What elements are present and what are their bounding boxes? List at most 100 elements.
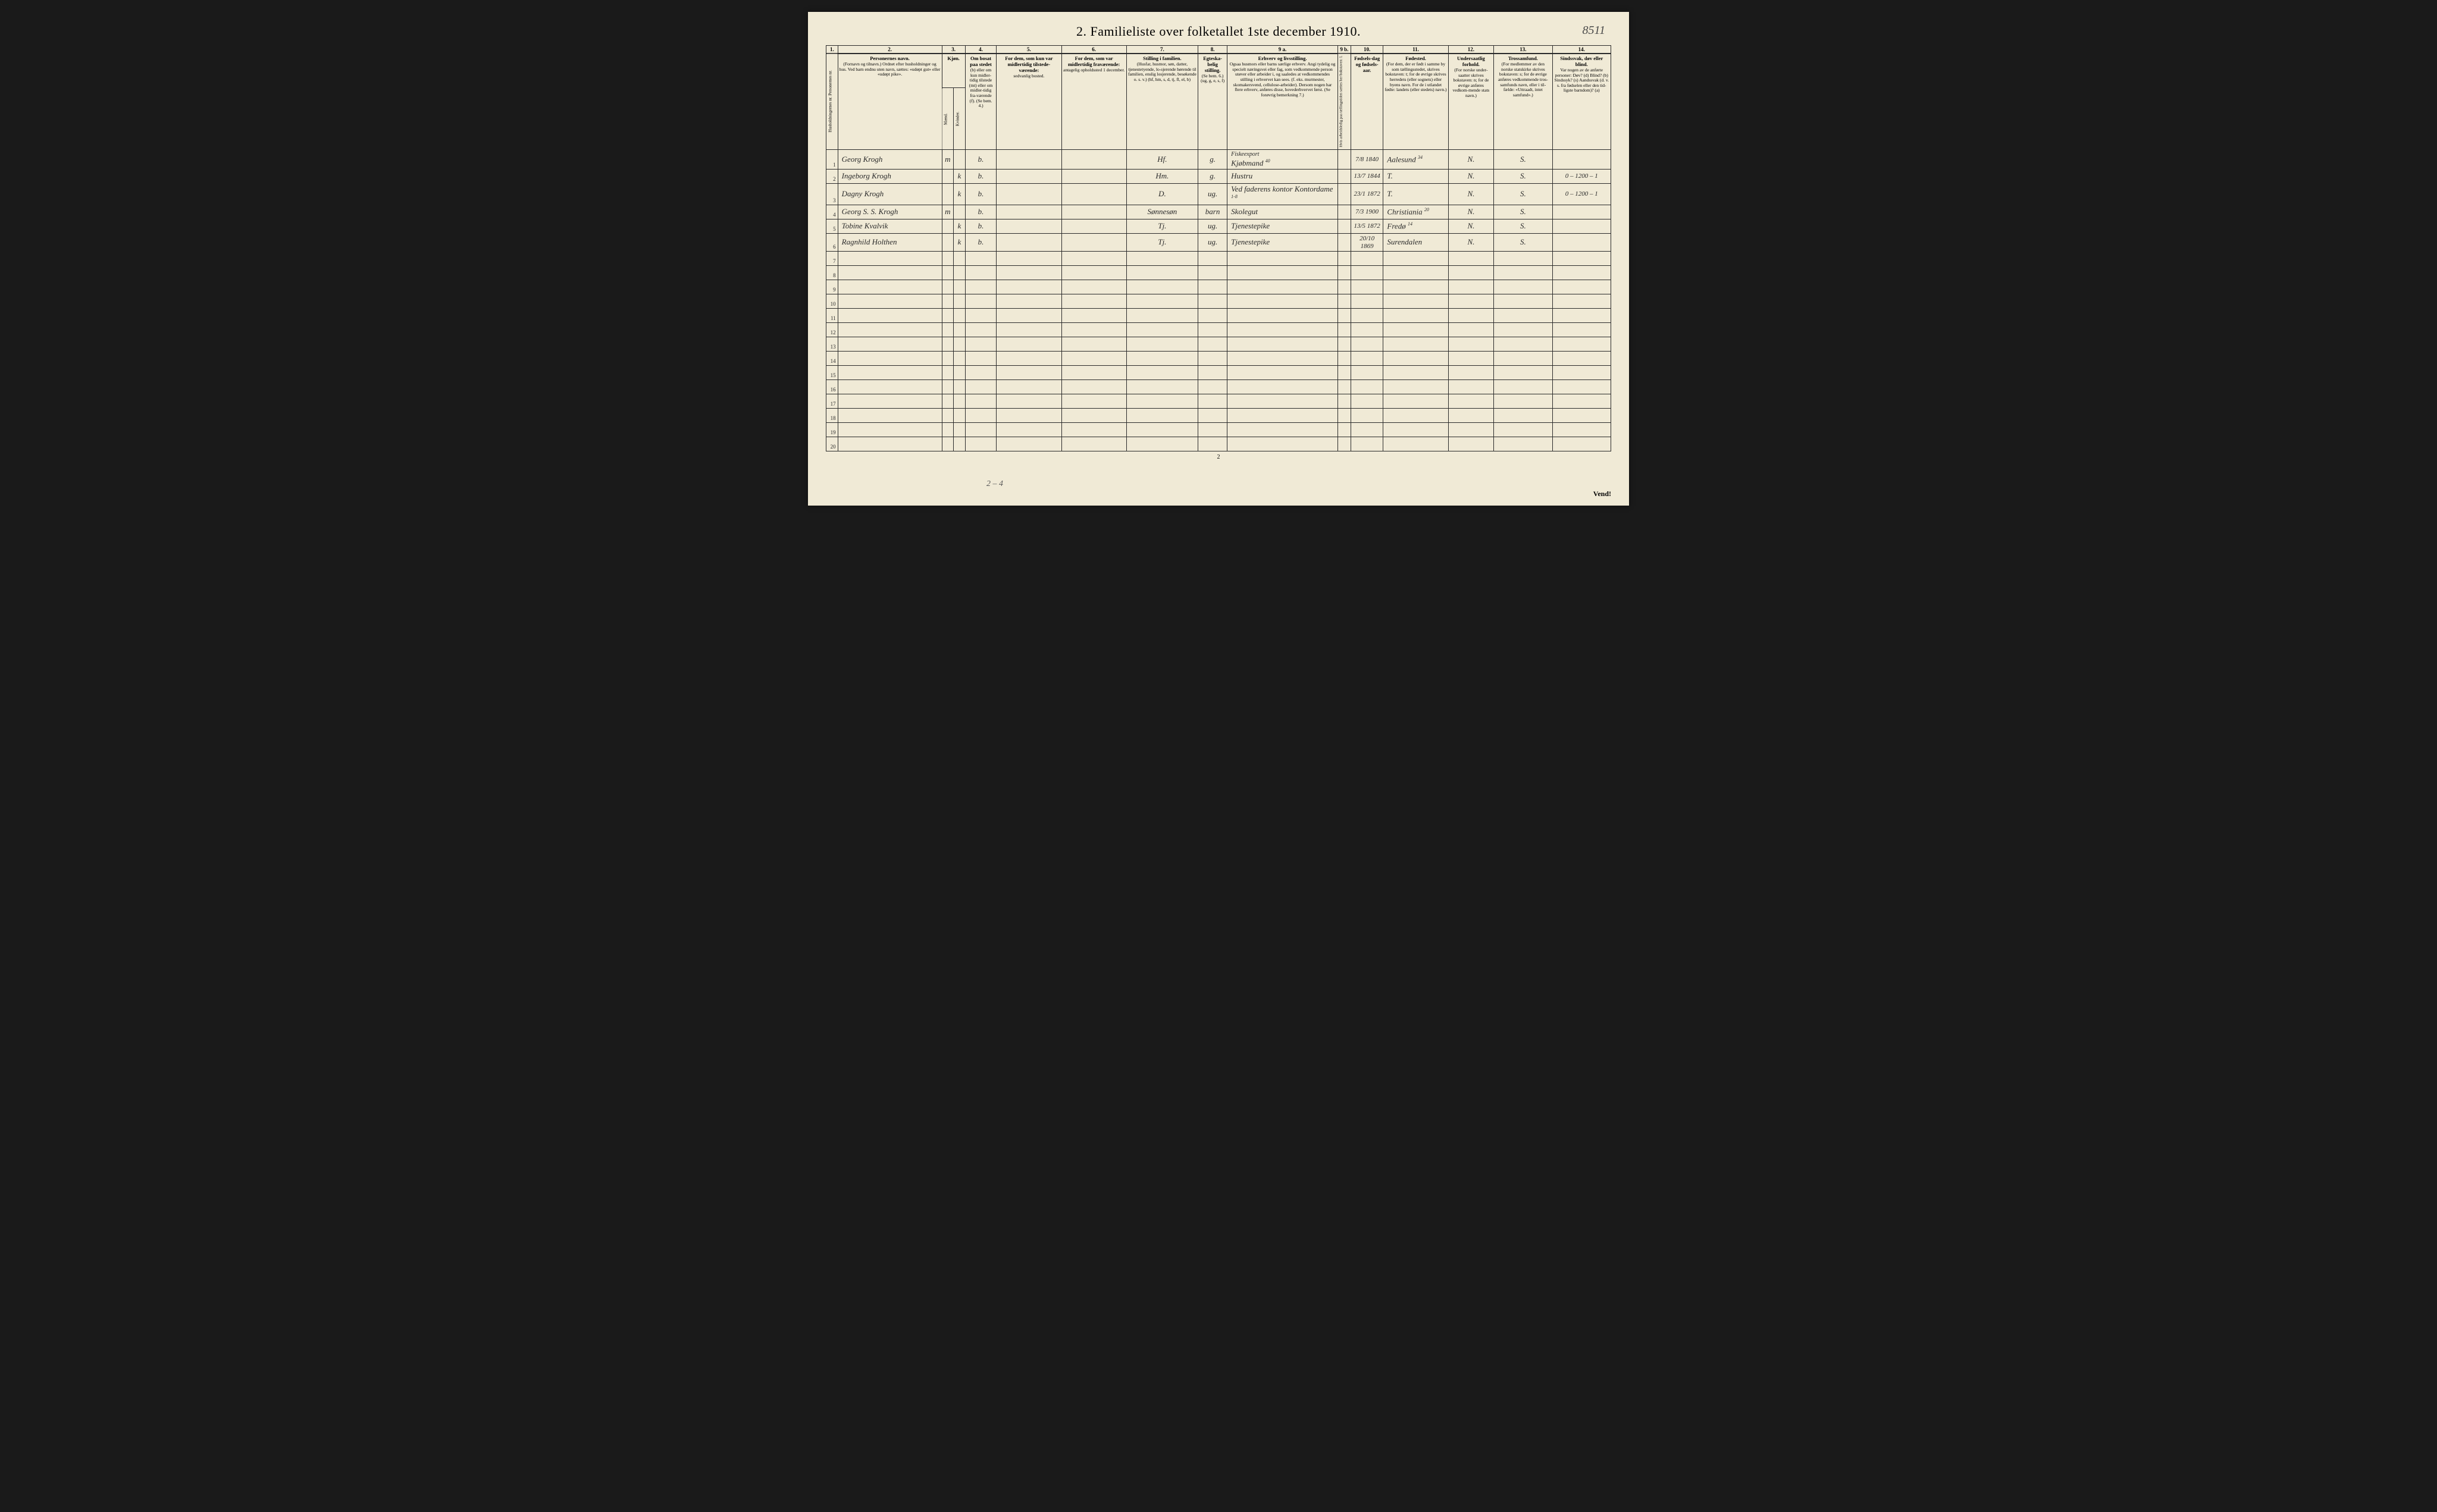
marital-status: ug. <box>1198 219 1227 234</box>
sex-m: m <box>942 205 954 219</box>
header-c10: Fødsels-dag og fødsels-aar. <box>1351 54 1383 149</box>
residence-status: b. <box>965 169 996 183</box>
person-name: Dagny Krogh <box>838 183 942 205</box>
table-row: 3Dagny Kroghkb.D.ug.Ved faderens kontor … <box>826 183 1611 205</box>
nationality: N. <box>1448 169 1493 183</box>
colnum: 7. <box>1126 46 1198 54</box>
table-row: 19 <box>826 423 1611 437</box>
row-number: 14 <box>826 352 838 366</box>
usual-residence <box>997 150 1061 170</box>
residence-status: b. <box>965 219 996 234</box>
row-number: 10 <box>826 294 838 309</box>
row-number: 3 <box>826 183 838 205</box>
colnum: 9 b. <box>1337 46 1351 54</box>
row-number: 17 <box>826 394 838 409</box>
footer-page-number: 2 <box>826 454 1611 460</box>
header-c9b: Hvis arbeidsledig paa tællingstiden sætt… <box>1337 54 1351 149</box>
person-name: Ingeborg Krogh <box>838 169 942 183</box>
religion: S. <box>1494 169 1552 183</box>
nationality: N. <box>1448 234 1493 252</box>
row-number: 1 <box>826 150 838 170</box>
sex-m: m <box>942 150 954 170</box>
row-number: 5 <box>826 219 838 234</box>
marital-status: ug. <box>1198 234 1227 252</box>
row-number: 13 <box>826 337 838 352</box>
religion: S. <box>1494 183 1552 205</box>
disability: 0 – 1200 – 1 <box>1552 169 1611 183</box>
table-row: 12 <box>826 323 1611 337</box>
birthplace: T. <box>1383 169 1448 183</box>
person-name: Georg Krogh <box>838 150 942 170</box>
header-c12: Undersaatlig forhold.(For norske under-s… <box>1448 54 1493 149</box>
header-c8: Egteska-belig stilling.(Se bem. 6.) (ug,… <box>1198 54 1227 149</box>
table-row: 18 <box>826 409 1611 423</box>
header-c5: For dem, som kun var midlertidig tilsted… <box>997 54 1061 149</box>
row-number: 7 <box>826 252 838 266</box>
sex-m <box>942 183 954 205</box>
table-row: 20 <box>826 437 1611 451</box>
birthplace: Aalesund 34 <box>1383 150 1448 170</box>
header-c7: Stilling i familien.(Husfar, husmor, søn… <box>1126 54 1198 149</box>
row-number: 15 <box>826 366 838 380</box>
person-name: Georg S. S. Krogh <box>838 205 942 219</box>
sex-m <box>942 219 954 234</box>
family-position: Sønnesøn <box>1126 205 1198 219</box>
colnum: 13. <box>1494 46 1552 54</box>
residence-status: b. <box>965 234 996 252</box>
table-row: 16 <box>826 380 1611 394</box>
table-row: 10 <box>826 294 1611 309</box>
row-number: 2 <box>826 169 838 183</box>
birthplace: Christiania 20 <box>1383 205 1448 219</box>
nationality: N. <box>1448 219 1493 234</box>
marital-status: ug. <box>1198 183 1227 205</box>
absent-location <box>1061 234 1126 252</box>
colnum: 9 a. <box>1227 46 1338 54</box>
table-row: 14 <box>826 352 1611 366</box>
religion: S. <box>1494 219 1552 234</box>
usual-residence <box>997 234 1061 252</box>
family-position: Hf. <box>1126 150 1198 170</box>
occupation: Ved faderens kontor Kontordame 1-8 <box>1227 183 1338 205</box>
census-table: 1. 2. 3. 4. 5. 6. 7. 8. 9 a. 9 b. 10. 11… <box>826 45 1611 451</box>
usual-residence <box>997 205 1061 219</box>
colnum: 8. <box>1198 46 1227 54</box>
header-c3: Kjøn. <box>942 54 965 87</box>
row-number: 8 <box>826 266 838 280</box>
disability <box>1552 234 1611 252</box>
birthplace: T. <box>1383 183 1448 205</box>
colnum: 12. <box>1448 46 1493 54</box>
occupation: Hustru <box>1227 169 1338 183</box>
person-name: Tobine Kvalvik <box>838 219 942 234</box>
header-c6: For dem, som var midlertidig fraværende:… <box>1061 54 1126 149</box>
title-row: 2. Familieliste over folketallet 1ste de… <box>826 24 1611 39</box>
table-row: 1Georg Kroghmb.Hf.g.FiskeexportKjøbmand … <box>826 150 1611 170</box>
usual-residence <box>997 219 1061 234</box>
birth-date: 13/7 1844 <box>1351 169 1383 183</box>
header-c13: Trossamfund.(For medlemmer av den norske… <box>1494 54 1552 149</box>
unemployed <box>1337 183 1351 205</box>
family-position: Tj. <box>1126 219 1198 234</box>
religion: S. <box>1494 150 1552 170</box>
header-c9a: Erhverv og livsstilling.Ogsaa husmors el… <box>1227 54 1338 149</box>
unemployed <box>1337 219 1351 234</box>
footer-pencil-note: 2 – 4 <box>986 479 1003 489</box>
birthplace: Fredø 14 <box>1383 219 1448 234</box>
column-header-row: Husholdningernes nr. Personernes nr. Per… <box>826 54 1611 87</box>
colnum: 10. <box>1351 46 1383 54</box>
row-number: 20 <box>826 437 838 451</box>
header-c3k: Kvinder. <box>954 88 966 150</box>
table-row: 5Tobine Kvalvikkb.Tj.ug.Tjenestepike13/5… <box>826 219 1611 234</box>
unemployed <box>1337 169 1351 183</box>
table-row: 6Ragnhild Holthenkb.Tj.ug.Tjenestepike20… <box>826 234 1611 252</box>
residence-status: b. <box>965 205 996 219</box>
birthplace: Surendalen <box>1383 234 1448 252</box>
occupation: Skolegut <box>1227 205 1338 219</box>
sheet-number: 8511 <box>1582 24 1605 37</box>
occupation: Tjenestepike <box>1227 219 1338 234</box>
column-number-row: 1. 2. 3. 4. 5. 6. 7. 8. 9 a. 9 b. 10. 11… <box>826 46 1611 54</box>
colnum: 14. <box>1552 46 1611 54</box>
header-c11: Fødested.(For dem, der er født i samme b… <box>1383 54 1448 149</box>
table-body: 1Georg Kroghmb.Hf.g.FiskeexportKjøbmand … <box>826 150 1611 451</box>
birth-date: 23/1 1872 <box>1351 183 1383 205</box>
unemployed <box>1337 234 1351 252</box>
